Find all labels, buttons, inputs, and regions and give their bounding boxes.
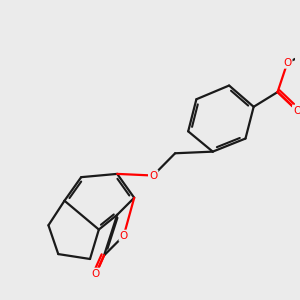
Text: O: O	[120, 231, 128, 241]
Text: O: O	[92, 269, 100, 279]
Text: O: O	[283, 58, 292, 68]
Text: O: O	[293, 106, 300, 116]
Text: O: O	[149, 170, 157, 181]
